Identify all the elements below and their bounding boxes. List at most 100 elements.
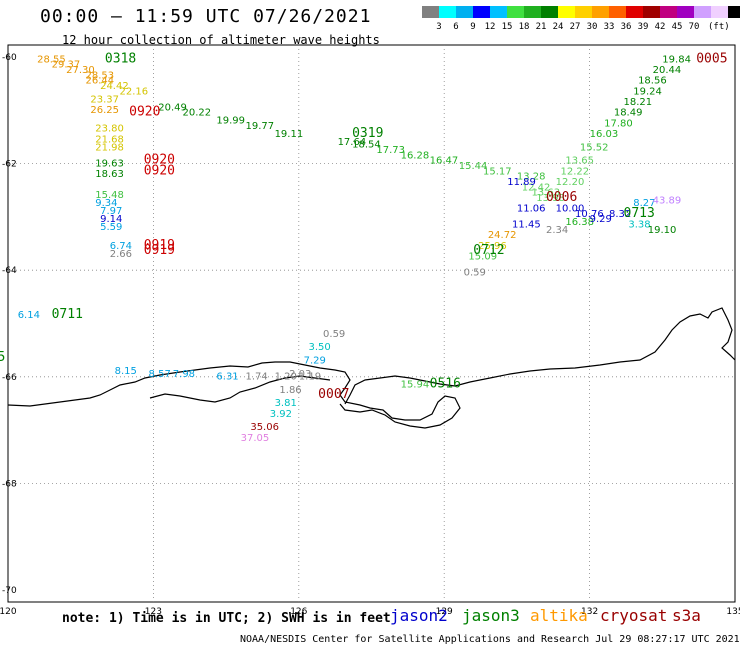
legend-swatch	[473, 6, 490, 18]
swh-value: 24.42	[100, 81, 129, 92]
lat-tick-label: -70	[2, 586, 17, 596]
figure-note: note: 1) Time is in UTC; 2) SWH is in fe…	[62, 611, 391, 626]
swh-value: 20.44	[653, 65, 682, 76]
legend-swatch	[422, 6, 439, 18]
swh-value: 6.74	[110, 241, 132, 252]
legend-label: 12	[484, 22, 496, 32]
legend-label: 45	[671, 22, 683, 32]
swh-value: 3.38	[628, 220, 650, 231]
swh-value: 9.14	[100, 214, 122, 225]
legend-label: 15	[501, 22, 513, 32]
swh-value: 10.76	[575, 209, 604, 220]
swh-value: 16.03	[590, 129, 619, 140]
swh-value: 7.98	[173, 369, 195, 380]
swh-value: 9.34	[95, 198, 117, 209]
pass-time-label: 0920	[144, 153, 175, 168]
swh-value: 1.19	[299, 371, 321, 382]
legend-swatch	[558, 6, 575, 18]
swh-value: 19.99	[216, 116, 245, 127]
swh-value: 6.14	[18, 310, 40, 321]
legend-swatch	[728, 6, 740, 18]
pass-time-label: 0920	[129, 105, 160, 120]
swh-value: 19.11	[275, 129, 304, 140]
swh-value: 2.03	[289, 369, 311, 380]
legend-swatch	[592, 6, 609, 18]
swh-value: 18.63	[95, 169, 124, 180]
swh-value: 23.80	[95, 124, 124, 135]
lat-tick-label: -68	[2, 479, 17, 489]
swh-value: 16.38	[565, 217, 594, 228]
swh-value: 20.22	[182, 108, 211, 119]
swh-value: 37.05	[241, 433, 270, 444]
legend-label: 30	[586, 22, 598, 32]
swh-value: 16.47	[430, 156, 459, 167]
swh-value: 13.28	[517, 172, 546, 183]
swh-value: 19.10	[648, 225, 677, 236]
pass-time-label: 0516	[430, 376, 461, 391]
swh-value: 21.98	[95, 142, 124, 153]
legend-label: 3	[436, 22, 442, 32]
legend-swatch	[609, 6, 626, 18]
swh-value: 15.09	[468, 252, 497, 263]
figure-credit: NOAA/NESDIS Center for Satellite Applica…	[240, 634, 740, 645]
swh-value: 2.34	[546, 225, 568, 236]
gridlines	[8, 45, 735, 602]
swh-value: 11.45	[512, 220, 541, 231]
figure-subtitle: 12 hour collection of altimeter wave hei…	[62, 33, 380, 47]
swh-value: 17.64	[338, 137, 367, 148]
swh-value: 8.15	[115, 366, 137, 377]
swh-value: 1.74	[245, 371, 267, 382]
swh-value: 13.98	[536, 193, 565, 204]
pass-time-label: 0006	[546, 190, 577, 205]
swh-value: 23.37	[90, 94, 119, 105]
pass-time-label: 0007	[318, 387, 349, 402]
swh-value: 19.84	[662, 54, 691, 65]
legend-label: 24	[552, 22, 564, 32]
legend-swatch	[643, 6, 660, 18]
swh-value: 15.52	[580, 142, 609, 153]
swh-value: 3.81	[275, 398, 297, 409]
swh-value: 25.96	[478, 241, 507, 252]
swh-value: 27.30	[66, 65, 95, 76]
legend-label: 21	[535, 22, 547, 32]
swh-value: 12.42	[522, 182, 551, 193]
axis-ticks: 120 123 126 129 132 135 -60 -62 -64 -66 -68 -70	[0, 53, 740, 617]
satellite-name: s3a	[672, 606, 701, 625]
swh-value: 5.59	[100, 222, 122, 233]
legend-label: 36	[620, 22, 632, 32]
satellite-name: jason3	[462, 606, 520, 625]
swh-value: 12.22	[561, 166, 590, 177]
legend-swatch	[439, 6, 456, 18]
swh-value: 0.59	[323, 329, 345, 340]
plot-frame	[7, 44, 736, 603]
lon-tick-label: 135	[726, 607, 740, 617]
legend-label: 27	[569, 22, 581, 32]
legend-swatch	[541, 6, 558, 18]
swh-value: 3.92	[270, 409, 292, 420]
swh-value: 17.80	[604, 118, 633, 129]
swh-values: 28.5529.3727.3028.5326.4424.4222.1623.37…	[18, 54, 691, 444]
legend-swatch	[507, 6, 524, 18]
legend-label: 70	[688, 22, 700, 32]
legend-label: 6	[453, 22, 459, 32]
pass-time-label: 0919	[144, 243, 175, 258]
pass-time-label: 0920	[144, 163, 175, 178]
legend-unit: (ft)	[708, 22, 730, 32]
pass-time-label: 0919	[144, 238, 175, 253]
swh-value: 13.65	[565, 156, 594, 167]
swh-value: 16.28	[401, 150, 430, 161]
swh-value: 0.59	[464, 268, 486, 279]
satellite-name: altika	[530, 606, 588, 625]
swh-value: 26.44	[86, 76, 115, 87]
legend-label: 9	[470, 22, 476, 32]
swh-value: 7.97	[100, 206, 122, 217]
swh-value: 8.32	[609, 209, 631, 220]
legend-label: 18	[518, 22, 530, 32]
swh-value: 12.20	[556, 177, 585, 188]
swh-value: 8.27	[633, 198, 655, 209]
coastline	[7, 307, 736, 429]
satellite-name: cryosat	[600, 606, 668, 625]
